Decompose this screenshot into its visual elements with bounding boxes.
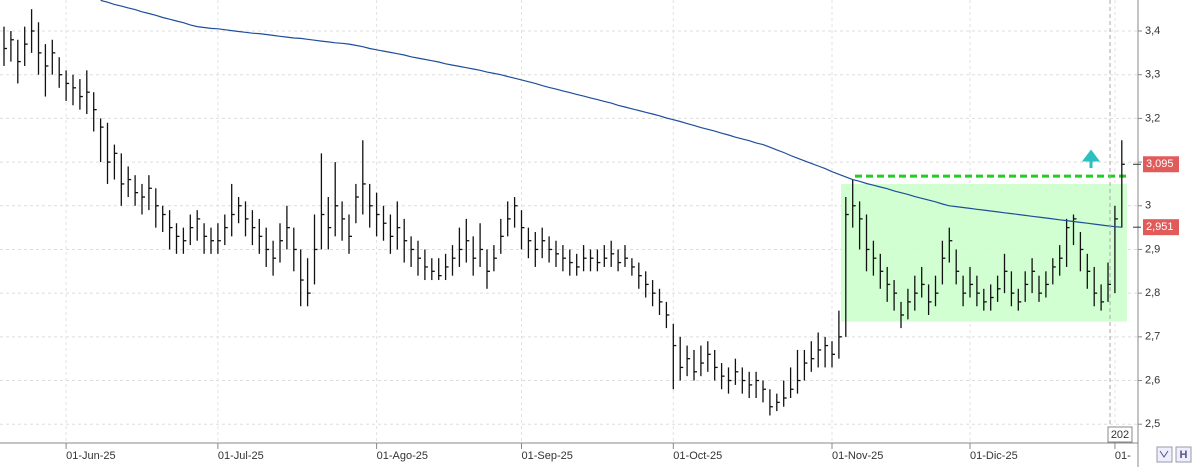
price-tag-label: 3,095 (1146, 158, 1174, 170)
price-tag-label: 2,951 (1146, 221, 1174, 233)
y-tick-label: 2,5 (1145, 418, 1160, 430)
y-tick-label: 3,2 (1145, 112, 1160, 124)
y-tick-label: 3 (1145, 200, 1151, 212)
y-tick-label: 3,4 (1145, 25, 1160, 37)
x-tick-label: 01-Oct-25 (673, 450, 722, 462)
x-tick-label: 01-Dic-25 (970, 450, 1018, 462)
chart-button[interactable] (1156, 446, 1173, 463)
signal-arrow (1082, 149, 1100, 168)
cursor-box (1107, 426, 1133, 443)
x-tick-label: 01-Jun-25 (66, 450, 116, 462)
save-button[interactable] (1175, 446, 1192, 463)
x-tick-label: 01- (1115, 450, 1131, 462)
x-tick-label: 01-Ago-25 (377, 450, 428, 462)
y-tick-label: 2,8 (1145, 287, 1160, 299)
y-tick-label: 2,9 (1145, 243, 1160, 255)
price-tag-box (1143, 156, 1179, 173)
y-tick-label: 2,6 (1145, 374, 1160, 386)
x-tick-label: 01-Jul-25 (218, 450, 264, 462)
y-tick-label: 3,3 (1145, 69, 1160, 81)
x-tick-label: 01-Nov-25 (832, 450, 883, 462)
price-tag-box (1143, 219, 1179, 236)
plot (3, 0, 1127, 416)
x-tick-label: 01-Sep-25 (522, 450, 573, 462)
button-icon (1159, 450, 1169, 458)
y-tick-label: 2,7 (1145, 331, 1160, 343)
cursor-label: 202 (1111, 429, 1129, 441)
moving-average-line (100, 0, 1122, 228)
button-icon: H (1180, 449, 1188, 461)
